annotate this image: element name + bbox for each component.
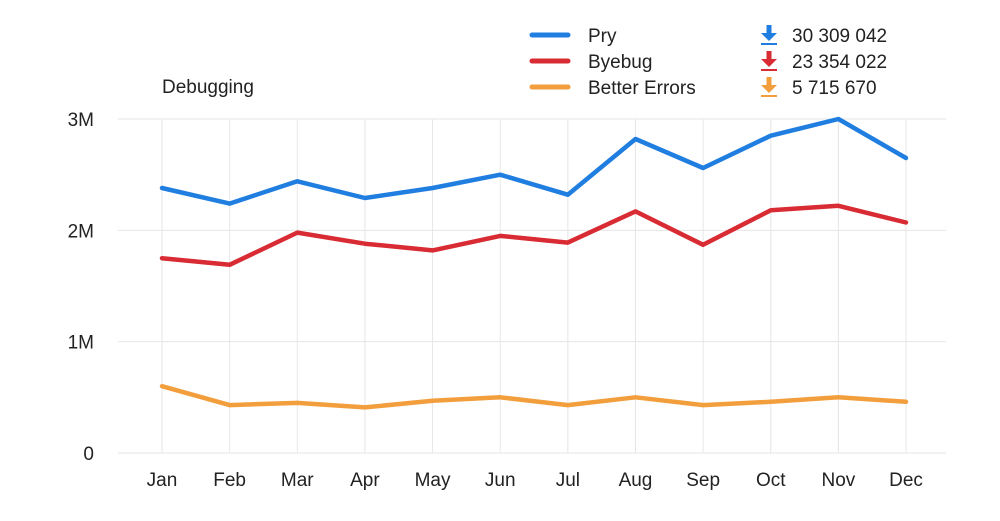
series-line-better-errors <box>159 383 909 410</box>
y-tick-label: 2M <box>68 221 94 242</box>
legend-total-pry: 30 309 042 <box>792 26 887 47</box>
x-tick-label: Jan <box>147 470 178 491</box>
download-icon <box>761 77 777 97</box>
x-tick-label: Sep <box>686 470 720 491</box>
legend-label-better-errors: Better Errors <box>588 78 696 99</box>
y-tick-label: 3M <box>68 110 94 131</box>
x-tick-label: Oct <box>756 470 786 491</box>
series-line-byebug <box>159 203 909 268</box>
legend-total-byebug: 23 354 022 <box>792 52 887 73</box>
legend-label-pry: Pry <box>588 26 617 47</box>
chart-title: Debugging <box>162 77 254 98</box>
series-line-pry <box>159 116 909 206</box>
x-tick-label: Nov <box>822 470 856 491</box>
x-tick-label: Aug <box>619 470 653 491</box>
legend-label-byebug: Byebug <box>588 52 652 73</box>
y-tick-label: 1M <box>68 333 94 354</box>
download-icon <box>761 25 777 45</box>
x-tick-label: Jul <box>556 470 580 491</box>
x-tick-label: Jun <box>485 470 516 491</box>
x-tick-label: Feb <box>213 470 246 491</box>
legend-total-better-errors: 5 715 670 <box>792 78 877 99</box>
y-tick-label: 0 <box>83 444 94 465</box>
x-tick-label: Apr <box>350 470 380 491</box>
x-tick-label: Mar <box>281 470 314 491</box>
x-tick-label: May <box>415 470 451 491</box>
download-icon <box>761 51 777 71</box>
x-tick-label: Dec <box>889 470 923 491</box>
